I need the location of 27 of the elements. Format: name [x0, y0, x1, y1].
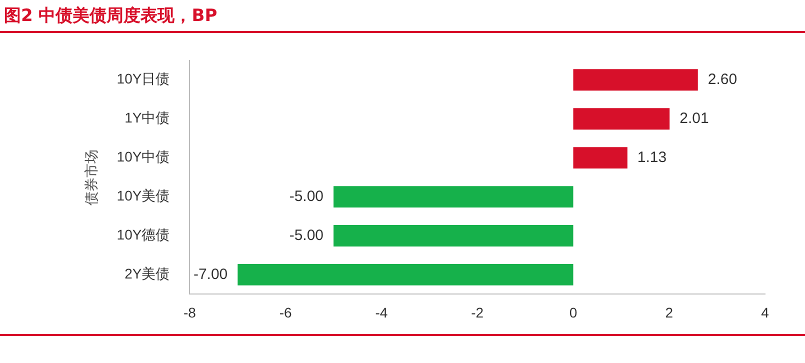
- x-tick-label: -6: [279, 304, 292, 320]
- data-label: 2.01: [680, 110, 709, 127]
- y-tick-label: 1Y中债: [124, 110, 170, 126]
- x-tick-label: 4: [761, 304, 770, 320]
- y-tick-label: 2Y美债: [124, 266, 170, 282]
- x-tick-label: -2: [471, 304, 484, 320]
- bar: [334, 225, 574, 246]
- data-label: -5.00: [289, 188, 324, 205]
- data-label: 1.13: [637, 148, 667, 166]
- bar: [573, 147, 628, 169]
- y-tick-label: 10Y日债: [116, 70, 170, 87]
- y-axis-title: 债券市场: [84, 149, 100, 206]
- x-tick-label: -8: [183, 304, 196, 320]
- data-label: -5.00: [289, 226, 324, 244]
- bar: [238, 264, 574, 286]
- x-tick-label: 0: [569, 304, 578, 320]
- bar: [334, 186, 574, 208]
- chart-title: 图2 中债美债周度表现，BP: [4, 5, 218, 27]
- bar: [573, 69, 698, 91]
- bar: [573, 108, 670, 130]
- x-tick-label: 2: [665, 304, 674, 320]
- y-tick-label: 10Y美债: [116, 188, 170, 204]
- y-tick-label: 10Y中债: [116, 148, 170, 165]
- y-tick-label: 10Y德债: [116, 226, 170, 243]
- x-tick-label: -4: [375, 304, 388, 320]
- data-label: 2.60: [708, 71, 738, 88]
- data-label: -7.00: [193, 266, 228, 283]
